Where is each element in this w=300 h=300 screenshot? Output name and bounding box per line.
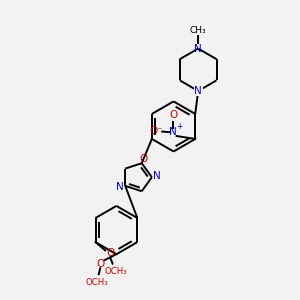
Text: O: O: [139, 154, 147, 164]
Text: CH₃: CH₃: [190, 26, 206, 34]
Text: N: N: [169, 127, 177, 137]
Text: N: N: [194, 44, 202, 54]
Text: +: +: [176, 122, 182, 131]
Text: N: N: [153, 171, 161, 181]
Text: O: O: [169, 110, 177, 119]
Text: O: O: [106, 248, 114, 258]
Text: O: O: [97, 259, 105, 269]
Text: N: N: [194, 86, 202, 96]
Text: OCH₃: OCH₃: [86, 278, 109, 287]
Text: OCH₃: OCH₃: [104, 267, 127, 276]
Text: N: N: [116, 182, 124, 192]
Text: O⁻: O⁻: [149, 126, 163, 136]
